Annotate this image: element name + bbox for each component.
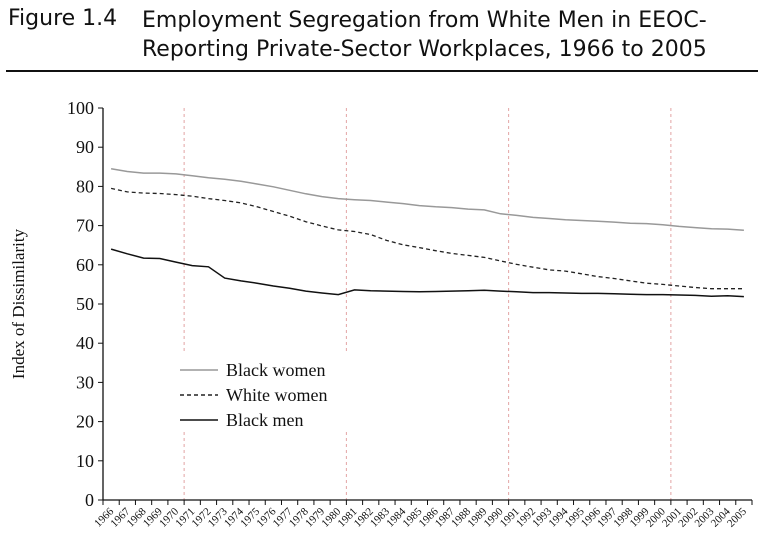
y-tick-label-10: 10 [76, 451, 94, 471]
series-line-black-women [110, 168, 744, 232]
series-line-black-men [110, 248, 744, 298]
figure-header: Figure 1.4 Employment Segregation from W… [8, 6, 758, 70]
y-tick-label-90: 90 [76, 137, 94, 157]
y-axis-label: Index of Dissimilarity [9, 228, 28, 379]
legend-box [158, 352, 372, 432]
legend-label-black-men: Black men [226, 410, 303, 430]
y-tick-label-30: 30 [76, 372, 94, 392]
figure-title: Employment Segregation from White Men in… [142, 6, 707, 64]
legend-label-white-women: White women [226, 385, 327, 405]
header-rule [6, 70, 758, 72]
y-tick-label-80: 80 [76, 176, 94, 196]
y-tick-label-50: 50 [76, 294, 94, 314]
y-tick-label-100: 100 [67, 98, 94, 118]
y-tick-label-60: 60 [76, 255, 94, 275]
figure-number: Figure 1.4 [8, 6, 118, 31]
figure-title-line-2: Reporting Private-Sector Workplaces, 196… [142, 37, 707, 62]
figure-title-line-1: Employment Segregation from White Men in… [142, 8, 707, 33]
legend-label-black-women: Black women [226, 360, 325, 380]
series-line-white-women [110, 187, 744, 290]
y-tick-label-70: 70 [76, 216, 94, 236]
y-tick-label-40: 40 [76, 333, 94, 353]
y-tick-label-20: 20 [76, 412, 94, 432]
y-tick-label-0: 0 [85, 490, 94, 510]
x-tick-label-2005: 2005 [725, 505, 749, 529]
